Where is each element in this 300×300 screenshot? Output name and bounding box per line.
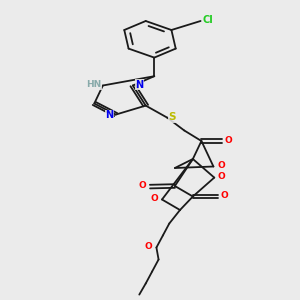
Text: HN: HN bbox=[86, 80, 101, 89]
Text: S: S bbox=[169, 112, 176, 122]
Text: O: O bbox=[150, 194, 158, 203]
Text: N: N bbox=[135, 80, 143, 90]
Text: O: O bbox=[224, 136, 232, 145]
Text: O: O bbox=[217, 160, 225, 169]
Text: O: O bbox=[221, 191, 228, 200]
Text: Cl: Cl bbox=[203, 15, 214, 25]
Text: O: O bbox=[138, 182, 146, 190]
Text: O: O bbox=[217, 172, 225, 181]
Text: N: N bbox=[105, 110, 113, 121]
Text: O: O bbox=[145, 242, 153, 251]
